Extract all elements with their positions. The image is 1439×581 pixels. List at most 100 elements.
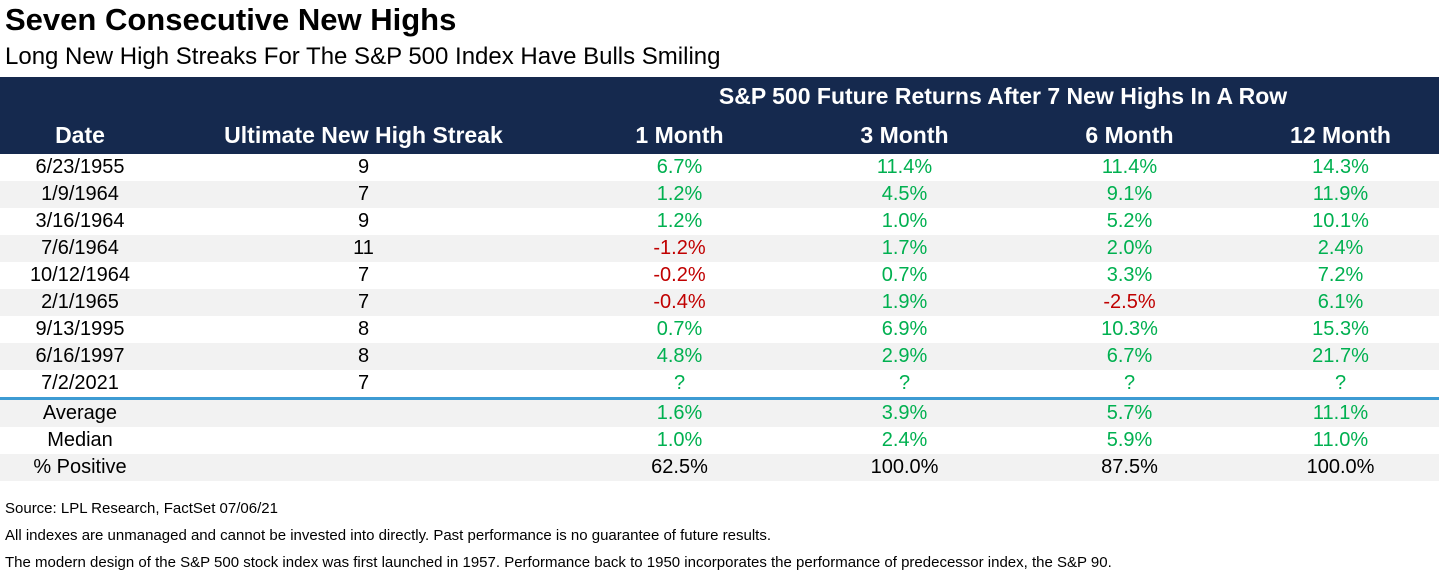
streak-cell: 7	[357, 291, 370, 313]
return-cell: -0.4%	[653, 291, 706, 313]
streak-cell	[160, 399, 567, 428]
return-cell: 6.7%	[656, 156, 703, 178]
page-subtitle: Long New High Streaks For The S&P 500 In…	[5, 43, 721, 70]
return-cell: 11.4%	[876, 156, 933, 178]
date-cell: 6/23/1955	[35, 156, 125, 178]
date-cell: 9/13/1995	[35, 318, 125, 340]
return-cell: 6.7%	[1106, 345, 1153, 367]
streak-cell: 7	[357, 264, 370, 286]
column-header-3-month: 3 Month	[792, 116, 1017, 154]
return-cell: 11.9%	[1312, 183, 1369, 205]
table-header: S&P 500 Future Returns After 7 New Highs…	[0, 77, 1439, 154]
return-cell: 0.7%	[656, 318, 703, 340]
column-header-row: Date Ultimate New High Streak 1 Month 3 Mon…	[0, 116, 1439, 154]
history-note: The modern design of the S&P 500 stock i…	[5, 554, 1112, 571]
column-header-date: Date	[0, 116, 160, 154]
page-title: Seven Consecutive New Highs	[5, 2, 457, 37]
streak-cell: 8	[357, 345, 370, 367]
date-cell: 3/16/1964	[35, 210, 125, 232]
summary-row: Median 1.0% 2.4% 5.9% 11.0%	[0, 427, 1439, 454]
summary-label-cell: Median	[47, 429, 113, 451]
group-header-row: S&P 500 Future Returns After 7 New Highs…	[0, 77, 1439, 116]
table-body: 6/23/1955 9 6.7% 11.4% 11.4% 14.3% 1/9/1964 7 1.…	[0, 154, 1439, 481]
summary-return-cell: 1.6%	[656, 402, 703, 424]
return-cell: 11.4%	[1101, 156, 1158, 178]
return-cell: 7.2%	[1317, 264, 1364, 286]
date-cell: 10/12/1964	[29, 264, 131, 286]
return-cell: 1.9%	[881, 291, 928, 313]
return-cell: 3.3%	[1106, 264, 1153, 286]
return-cell: -2.5%	[1103, 291, 1156, 313]
return-cell: 5.2%	[1106, 210, 1153, 232]
returns-table: S&P 500 Future Returns After 7 New Highs…	[0, 77, 1439, 481]
streak-cell: 7	[357, 183, 370, 205]
return-cell: ?	[567, 370, 792, 400]
table-row: 7/6/1964 11 -1.2% 1.7% 2.0% 2.4%	[0, 235, 1439, 262]
return-cell: ?	[792, 370, 1017, 400]
summary-return-cell: 3.9%	[881, 402, 928, 424]
summary-row: Average 1.6% 3.9% 5.7% 11.1%	[0, 398, 1439, 428]
summary-return-cell: 62.5%	[651, 456, 708, 478]
streak-cell	[160, 454, 567, 481]
summary-return-cell: 100.0%	[1306, 456, 1375, 478]
return-cell: -1.2%	[653, 237, 706, 259]
return-cell: 0.7%	[881, 264, 928, 286]
streak-cell	[160, 427, 567, 454]
streak-cell: 9	[357, 156, 370, 178]
return-cell: -0.2%	[653, 264, 706, 286]
date-cell: 2/1/1965	[41, 291, 119, 313]
table-row: 6/23/1955 9 6.7% 11.4% 11.4% 14.3%	[0, 154, 1439, 181]
return-cell: ?	[1242, 370, 1439, 400]
summary-return-cell: 1.0%	[656, 429, 703, 451]
table-row: 9/13/1995 8 0.7% 6.9% 10.3% 15.3%	[0, 316, 1439, 343]
return-cell: 14.3%	[1312, 156, 1369, 178]
return-cell: 15.3%	[1312, 318, 1369, 340]
return-cell: 6.9%	[881, 318, 928, 340]
summary-label-cell: Average	[42, 402, 118, 424]
return-cell: ?	[1017, 370, 1242, 400]
table-row: 10/12/1964 7 -0.2% 0.7% 3.3% 7.2%	[0, 262, 1439, 289]
streak-cell: 8	[357, 318, 370, 340]
return-cell: 9.1%	[1106, 183, 1153, 205]
date-cell: 6/16/1997	[35, 345, 125, 367]
group-header-label: S&P 500 Future Returns After 7 New Highs…	[567, 77, 1439, 116]
summary-return-cell: 5.7%	[1106, 402, 1153, 424]
column-header-1-month: 1 Month	[567, 116, 792, 154]
date-cell: 7/6/1964	[41, 237, 119, 259]
table-row: 1/9/1964 7 1.2% 4.5% 9.1% 11.9%	[0, 181, 1439, 208]
table-row: 2/1/1965 7 -0.4% 1.9% -2.5% 6.1%	[0, 289, 1439, 316]
summary-label-cell: % Positive	[33, 456, 127, 478]
return-cell: 2.4%	[1317, 237, 1364, 259]
column-header-ultimate-new-high-streak: Ultimate New High Streak	[160, 116, 567, 154]
disclaimer-note: All indexes are unmanaged and cannot be …	[5, 527, 772, 544]
streak-cell: 7	[160, 370, 567, 400]
return-cell: 21.7%	[1312, 345, 1369, 367]
group-header-spacer	[0, 77, 567, 116]
return-cell: 1.2%	[656, 210, 703, 232]
summary-return-cell: 100.0%	[870, 456, 939, 478]
return-cell: 2.9%	[881, 345, 928, 367]
summary-row: % Positive 62.5% 100.0% 87.5% 100.0%	[0, 454, 1439, 481]
summary-return-cell: 11.0%	[1312, 429, 1369, 451]
return-cell: 10.1%	[1312, 210, 1369, 232]
streak-cell: 9	[357, 210, 370, 232]
return-cell: 2.0%	[1106, 237, 1153, 259]
source-note: Source: LPL Research, FactSet 07/06/21	[5, 500, 278, 517]
return-cell: 4.5%	[881, 183, 928, 205]
table-row: 7/2/2021 7????	[0, 370, 1439, 400]
return-cell: 1.0%	[881, 210, 928, 232]
return-cell: 1.7%	[881, 237, 928, 259]
column-header-6-month: 6 Month	[1017, 116, 1242, 154]
table-row: 3/16/1964 9 1.2% 1.0% 5.2% 10.1%	[0, 208, 1439, 235]
date-cell: 1/9/1964	[41, 183, 119, 205]
summary-return-cell: 2.4%	[881, 429, 928, 451]
date-cell: 7/2/2021	[0, 370, 160, 400]
table-row: 6/16/1997 8 4.8% 2.9% 6.7% 21.7%	[0, 343, 1439, 370]
streak-cell: 11	[353, 237, 374, 259]
summary-return-cell: 87.5%	[1101, 456, 1158, 478]
footnotes: Source: LPL Research, FactSet 07/06/21 A…	[5, 501, 1439, 571]
summary-return-cell: 5.9%	[1106, 429, 1153, 451]
return-cell: 10.3%	[1101, 318, 1158, 340]
return-cell: 4.8%	[656, 345, 703, 367]
